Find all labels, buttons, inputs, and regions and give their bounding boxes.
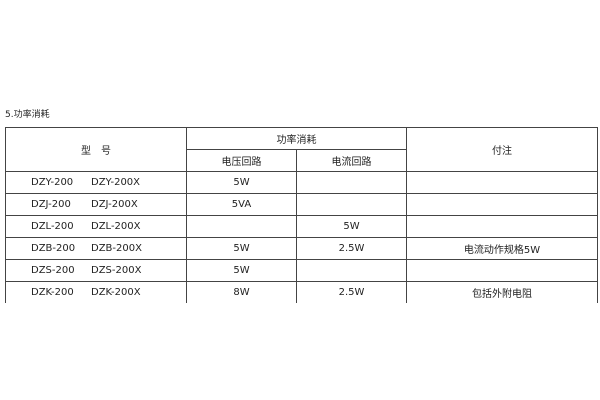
section-title: 5.功率消耗 bbox=[5, 110, 50, 120]
cell-voltage: 5W bbox=[186, 237, 297, 260]
header-current-circuit: 电流回路 bbox=[296, 149, 407, 172]
header-note: 付注 bbox=[406, 127, 598, 172]
table-row: DZY-200 DZY-200X 5W bbox=[5, 171, 598, 194]
table-row: DZL-200 DZL-200X 5W bbox=[5, 215, 598, 238]
cell-current: 5W bbox=[296, 215, 407, 238]
subheader-row: 电压回路 电流回路 bbox=[6, 149, 598, 172]
power-consumption-table: 型 号 功率消耗 付注 电压回路 电流回路 DZY-200 DZY-200X 5W D… bbox=[5, 127, 598, 303]
cell-current: 2.5W bbox=[296, 237, 407, 260]
cell-current bbox=[296, 259, 407, 282]
cell-model: DZS-200 DZS-200X bbox=[5, 259, 187, 282]
model-name: DZK-200 bbox=[31, 287, 74, 298]
cell-model: DZL-200 DZL-200X bbox=[5, 215, 187, 238]
cell-note: 电流动作规格5W bbox=[406, 237, 598, 260]
model-name-x: DZS-200X bbox=[91, 265, 142, 276]
header-row: 型 号 功率消耗 付注 bbox=[5, 127, 598, 172]
cell-model: DZJ-200 DZJ-200X bbox=[5, 193, 187, 216]
cell-model: DZK-200 DZK-200X bbox=[5, 281, 187, 303]
model-name: DZS-200 bbox=[31, 265, 75, 276]
cell-model: DZB-200 DZB-200X bbox=[5, 237, 187, 260]
header-model: 型 号 bbox=[5, 127, 187, 172]
model-name: DZJ-200 bbox=[31, 199, 71, 210]
model-name-x: DZB-200X bbox=[91, 243, 142, 254]
cell-voltage: 5W bbox=[186, 171, 297, 194]
model-name-x: DZJ-200X bbox=[91, 199, 138, 210]
table-row: DZB-200 DZB-200X 5W 2.5W 电流动作规格5W bbox=[5, 237, 598, 260]
model-name-x: DZK-200X bbox=[91, 287, 141, 298]
cell-note: 包括外附电阻 bbox=[406, 281, 598, 303]
header-voltage-circuit: 电压回路 bbox=[186, 149, 297, 172]
cell-voltage bbox=[186, 215, 297, 238]
model-name-x: DZL-200X bbox=[91, 221, 141, 232]
header-power: 功率消耗 bbox=[186, 127, 407, 150]
cell-note bbox=[406, 171, 598, 194]
model-name: DZB-200 bbox=[31, 243, 76, 254]
cell-voltage: 5VA bbox=[186, 193, 297, 216]
model-name-x: DZY-200X bbox=[91, 177, 141, 188]
cell-current bbox=[296, 171, 407, 194]
cell-voltage: 8W bbox=[186, 281, 297, 303]
cell-note bbox=[406, 215, 598, 238]
cell-current bbox=[296, 193, 407, 216]
cell-current: 2.5W bbox=[296, 281, 407, 303]
cell-note bbox=[406, 259, 598, 282]
cell-voltage: 5W bbox=[186, 259, 297, 282]
table-row: DZS-200 DZS-200X 5W bbox=[5, 259, 598, 282]
model-name: DZL-200 bbox=[31, 221, 74, 232]
table-row: DZJ-200 DZJ-200X 5VA bbox=[5, 193, 598, 216]
cell-model: DZY-200 DZY-200X bbox=[5, 171, 187, 194]
table-row: DZK-200 DZK-200X 8W 2.5W 包括外附电阻 bbox=[5, 281, 598, 303]
model-name: DZY-200 bbox=[31, 177, 74, 188]
cell-note bbox=[406, 193, 598, 216]
